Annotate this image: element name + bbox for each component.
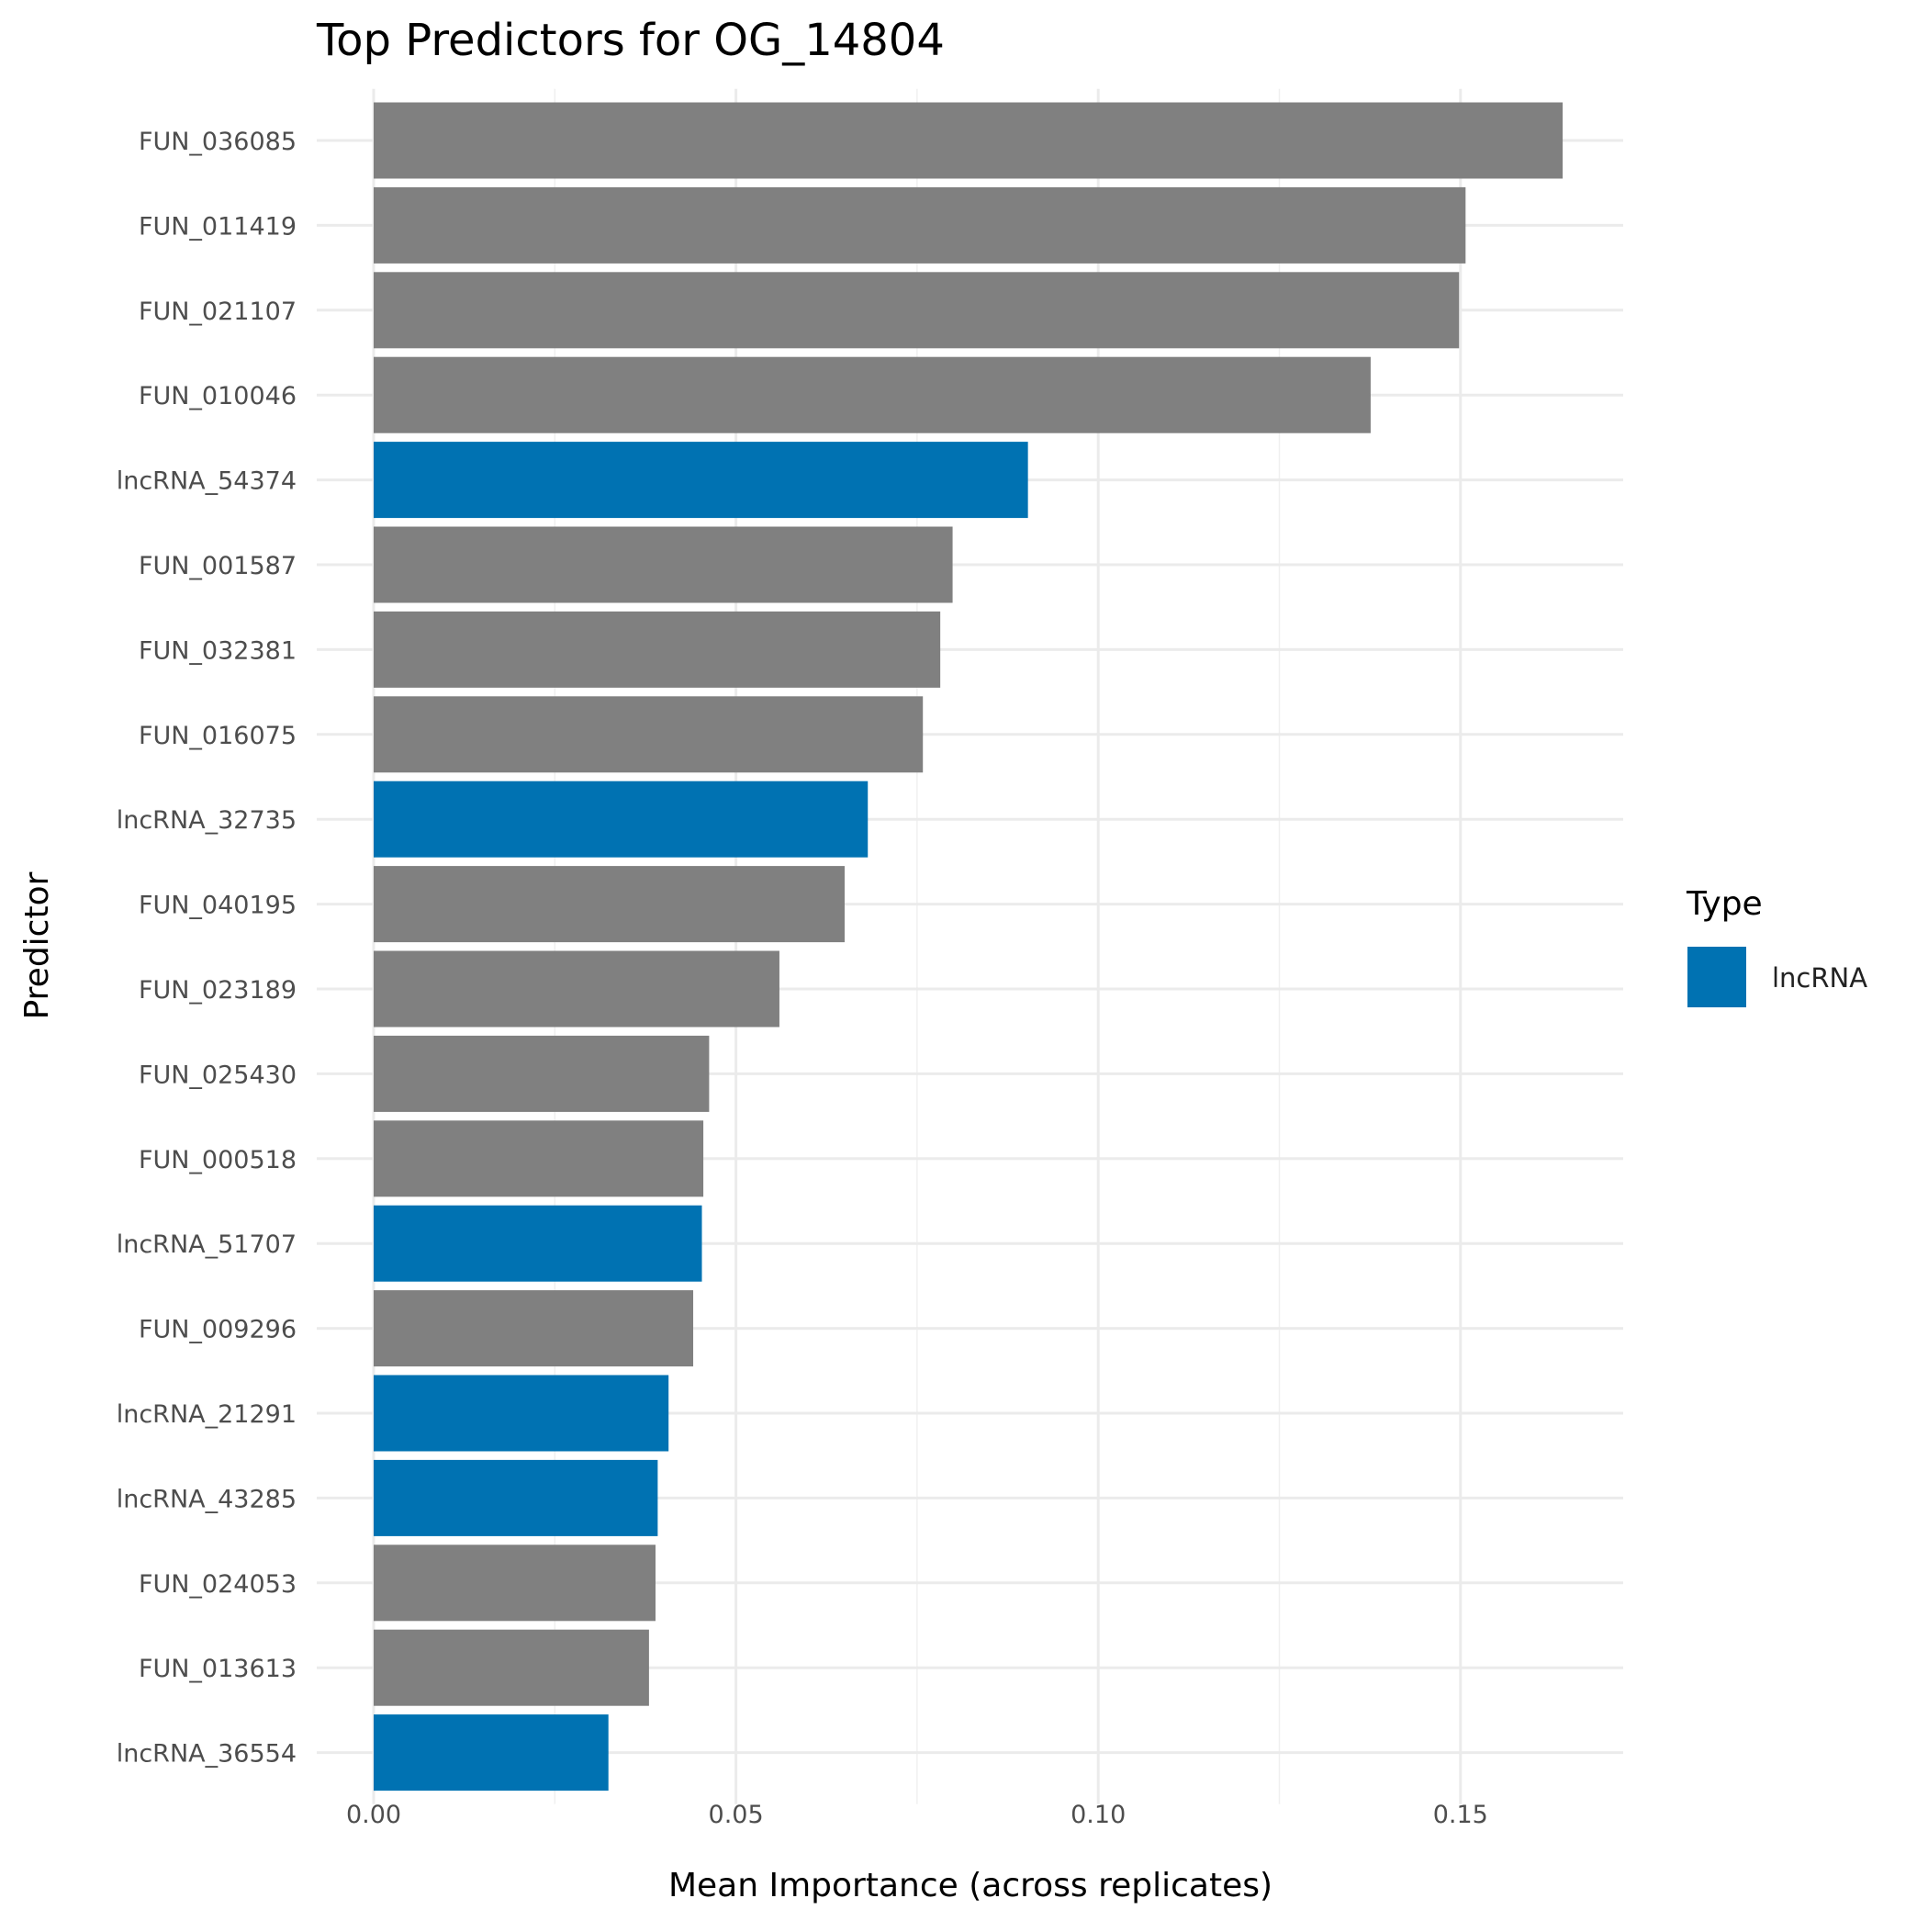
y-tick-label: lncRNA_54374 <box>117 467 297 496</box>
bar-FUN_040195 <box>374 866 845 943</box>
bar-FUN_032381 <box>374 611 941 688</box>
x-tick-label: 0.00 <box>346 1801 401 1829</box>
bars <box>374 102 1564 1792</box>
bar-lncRNA_32735 <box>374 781 869 858</box>
y-tick-label: lncRNA_36554 <box>117 1740 297 1769</box>
x-tick-labels: 0.00 0.05 0.10 0.15 <box>346 1801 1488 1829</box>
bar-FUN_036085 <box>374 102 1564 179</box>
y-tick-label: FUN_025430 <box>139 1061 297 1089</box>
bar-FUN_000518 <box>374 1120 704 1197</box>
y-tick-label: FUN_009296 <box>139 1316 297 1344</box>
legend-title: Type <box>1686 885 1763 923</box>
bar-lncRNA_54374 <box>374 442 1028 519</box>
bar-lncRNA_43285 <box>374 1459 658 1536</box>
y-tick-label: FUN_001587 <box>139 552 297 580</box>
chart-title: Top Predictors for OG_14804 <box>316 15 945 66</box>
y-tick-label: FUN_032381 <box>139 636 297 665</box>
bar-FUN_010046 <box>374 356 1371 433</box>
bar-FUN_011419 <box>374 186 1466 264</box>
y-tick-label: lncRNA_21291 <box>117 1400 297 1429</box>
bar-lncRNA_36554 <box>374 1714 609 1792</box>
y-tick-label: FUN_024053 <box>139 1570 297 1599</box>
y-tick-label: FUN_010046 <box>139 382 297 410</box>
legend-label-lncrna: lncRNA <box>1772 962 1867 994</box>
x-tick-label: 0.15 <box>1433 1801 1488 1829</box>
y-tick-label: lncRNA_43285 <box>117 1485 297 1513</box>
y-tick-label: FUN_011419 <box>139 212 297 241</box>
bar-lncRNA_21291 <box>374 1375 669 1452</box>
y-tick-label: FUN_036085 <box>139 128 297 156</box>
y-axis-title: Predictor <box>18 871 56 1019</box>
legend: Type lncRNA <box>1686 885 1867 1007</box>
bar-FUN_025430 <box>374 1035 710 1112</box>
x-tick-label: 0.10 <box>1070 1801 1126 1829</box>
y-tick-labels: FUN_036085 FUN_011419 FUN_021107 FUN_010046… <box>117 128 297 1769</box>
y-tick-label: lncRNA_32735 <box>117 806 297 835</box>
x-tick-label: 0.05 <box>709 1801 764 1829</box>
y-tick-label: FUN_023189 <box>139 976 297 1005</box>
legend-key-lncrna <box>1687 947 1746 1007</box>
bar-FUN_013613 <box>374 1629 649 1706</box>
y-tick-label: FUN_013613 <box>139 1655 297 1683</box>
bar-FUN_009296 <box>374 1290 694 1367</box>
x-axis-title: Mean Importance (across replicates) <box>668 1867 1272 1904</box>
bar-FUN_023189 <box>374 950 779 1028</box>
y-tick-label: FUN_021107 <box>139 298 297 326</box>
bar-FUN_021107 <box>374 272 1460 349</box>
bar-lncRNA_51707 <box>374 1205 702 1282</box>
bar-FUN_024053 <box>374 1544 656 1622</box>
y-tick-label: lncRNA_51707 <box>117 1230 297 1259</box>
y-tick-label: FUN_000518 <box>139 1146 297 1174</box>
bar-FUN_016075 <box>374 696 924 773</box>
bar-FUN_001587 <box>374 526 953 603</box>
y-tick-label: FUN_016075 <box>139 722 297 750</box>
y-tick-label: FUN_040195 <box>139 892 297 920</box>
